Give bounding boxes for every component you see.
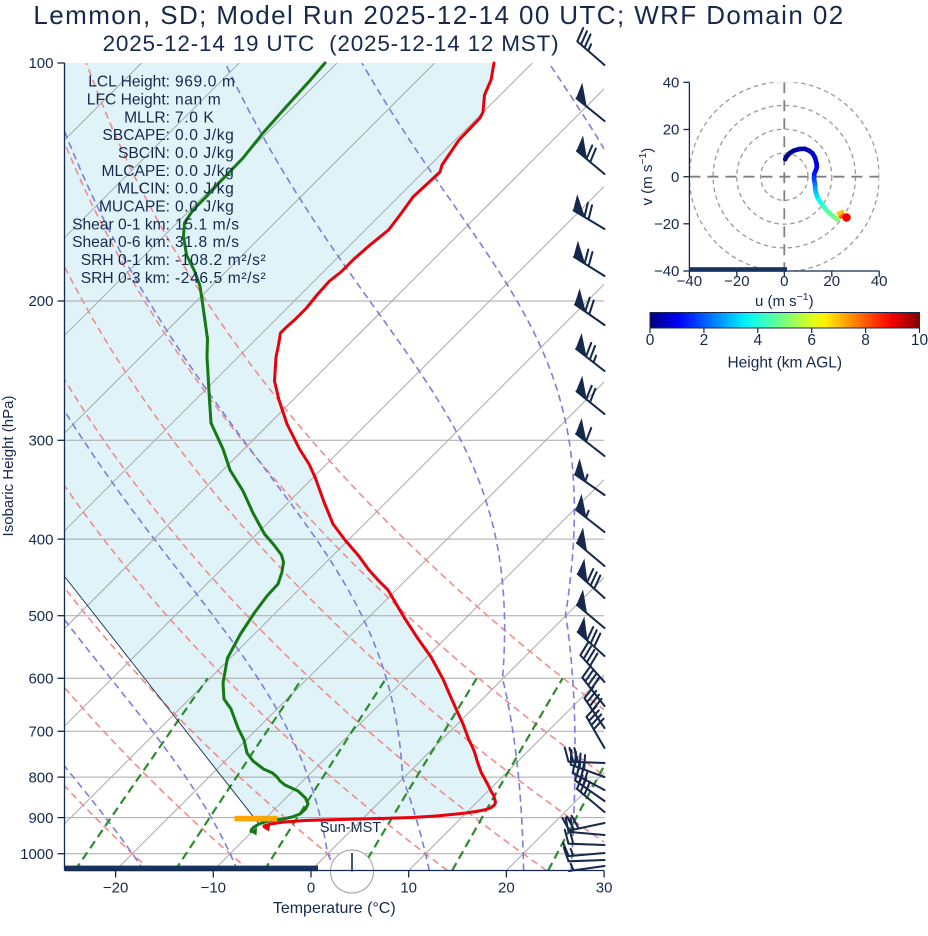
svg-text:40: 40 (871, 273, 888, 290)
svg-text:−20: −20 (724, 273, 749, 290)
svg-text:8: 8 (861, 332, 870, 349)
svg-text:6: 6 (807, 332, 816, 349)
svg-text:0: 0 (307, 880, 315, 897)
svg-text:Shear 0-1 km:: Shear 0-1 km: (72, 216, 170, 233)
svg-text:0: 0 (780, 273, 788, 290)
svg-text:0.0 J/kg: 0.0 J/kg (175, 145, 234, 162)
svg-text:2: 2 (700, 332, 709, 349)
svg-text:−10: −10 (201, 880, 226, 897)
svg-text:0.0 J/kg: 0.0 J/kg (175, 127, 234, 144)
svg-text:−40: −40 (654, 263, 679, 280)
svg-text:600: 600 (28, 671, 53, 688)
svg-text:Height (km AGL): Height (km AGL) (727, 355, 842, 372)
svg-text:LFC Height:: LFC Height: (87, 91, 170, 108)
svg-text:−20: −20 (654, 216, 679, 233)
svg-text:SBCIN:: SBCIN: (118, 145, 170, 162)
svg-text:20: 20 (498, 880, 515, 897)
svg-text:SRH 0-3 km:: SRH 0-3 km: (81, 270, 170, 287)
svg-text:MUCAPE:: MUCAPE: (99, 199, 170, 216)
svg-text:300: 300 (28, 432, 53, 449)
svg-text:7.0 K: 7.0 K (175, 109, 214, 126)
svg-text:LCL Height:: LCL Height: (88, 74, 170, 91)
svg-text:Lemmon, SD; Model Run 2025-12-: Lemmon, SD; Model Run 2025-12-14 00 UTC;… (33, 0, 844, 30)
svg-text:4: 4 (753, 332, 762, 349)
svg-text:900: 900 (28, 810, 53, 827)
svg-text:40: 40 (663, 74, 680, 91)
svg-text:10: 10 (400, 880, 417, 897)
svg-text:200: 200 (28, 293, 53, 310)
svg-text:-108.2 m²/s²: -108.2 m²/s² (175, 252, 266, 269)
svg-text:700: 700 (28, 723, 53, 740)
svg-text:30: 30 (596, 880, 613, 897)
svg-text:0: 0 (671, 169, 679, 186)
svg-text:100: 100 (28, 55, 53, 72)
svg-text:Sun-MST: Sun-MST (320, 820, 381, 836)
svg-text:MLCIN:: MLCIN: (117, 181, 170, 198)
svg-text:−40: −40 (677, 273, 702, 290)
svg-text:MLLR:: MLLR: (124, 109, 170, 126)
svg-text:SBCAPE:: SBCAPE: (102, 127, 170, 144)
svg-text:31.8 m/s: 31.8 m/s (175, 234, 240, 251)
svg-text:400: 400 (28, 531, 53, 548)
svg-text:Isobaric Height (hPa): Isobaric Height (hPa) (0, 396, 17, 537)
svg-text:20: 20 (823, 273, 840, 290)
svg-text:15.1 m/s: 15.1 m/s (175, 216, 240, 233)
svg-text:2025-12-14 19 UTC (2025-12-14: 2025-12-14 19 UTC (2025-12-14 12 MST) (103, 31, 560, 56)
svg-text:nan m: nan m (175, 91, 221, 108)
svg-text:-246.5 m²/s²: -246.5 m²/s² (175, 270, 266, 287)
svg-text:0.0 J/kg: 0.0 J/kg (175, 199, 234, 216)
svg-text:0.0 J/kg: 0.0 J/kg (175, 163, 234, 180)
svg-text:1000: 1000 (20, 846, 53, 863)
svg-text:800: 800 (28, 769, 53, 786)
svg-text:0: 0 (646, 332, 655, 349)
svg-text:SRH 0-1 km:: SRH 0-1 km: (81, 252, 170, 269)
svg-text:MLCAPE:: MLCAPE: (102, 163, 170, 180)
svg-text:−20: −20 (103, 880, 128, 897)
svg-text:Shear 0-6 km:: Shear 0-6 km: (72, 234, 170, 251)
svg-text:20: 20 (663, 122, 680, 139)
svg-text:Temperature (°C): Temperature (°C) (273, 900, 396, 917)
svg-text:969.0 m: 969.0 m (175, 74, 236, 91)
svg-text:500: 500 (28, 608, 53, 625)
svg-text:10: 10 (911, 332, 928, 349)
svg-text:0.0 J/kg: 0.0 J/kg (175, 181, 234, 198)
